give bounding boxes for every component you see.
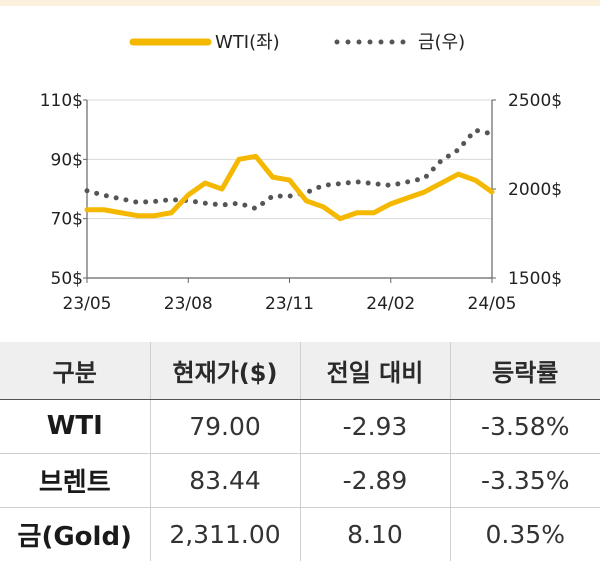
- row-rate: -3.58%: [449, 399, 600, 453]
- top-decoration-bar: [0, 0, 600, 6]
- legend-label-wti: WTI(좌): [215, 32, 280, 53]
- price-table: 구분 현재가($) 전일 대비 등락률 WTI 79.00 -2.93 -3.5…: [0, 342, 600, 561]
- series-line-gold: [84, 127, 495, 212]
- x-tick: 23/11: [265, 294, 314, 314]
- y-left-tick: 90$: [51, 150, 83, 170]
- row-name: WTI: [46, 411, 103, 441]
- x-tick: 24/05: [468, 294, 517, 314]
- y-right-tick: 1500$: [508, 269, 562, 289]
- row-price: 83.44: [149, 452, 300, 507]
- y-left-tick: 110$: [40, 91, 83, 111]
- row-name: 금(Gold): [0, 506, 150, 561]
- row-name: 브렌트: [0, 452, 150, 507]
- header-category: 구분: [0, 342, 150, 400]
- row-rate: -3.35%: [449, 452, 600, 507]
- x-tick: 23/05: [63, 294, 112, 314]
- x-axis: 23/05 23/08 23/11 24/02 24/05: [63, 294, 517, 314]
- y-right-axis: 2500$ 2000$ 1500$: [508, 91, 562, 289]
- row-change: 8.10: [299, 506, 450, 561]
- table-row: 금(Gold) 2,311.00 8.10 0.35%: [0, 506, 600, 561]
- row-price: 79.00: [149, 399, 300, 453]
- x-tick: 23/08: [164, 294, 213, 314]
- y-left-tick: 70$: [51, 210, 83, 230]
- y-left-axis: 110$ 90$ 70$ 50$: [40, 91, 83, 289]
- y-right-tick: 2500$: [508, 91, 562, 111]
- table-header-row: 구분 현재가($) 전일 대비 등락률: [0, 342, 600, 400]
- chart-axes: [83, 99, 496, 283]
- legend-label-gold: 금(우): [418, 32, 465, 53]
- row-change: -2.93: [299, 399, 450, 453]
- y-left-tick: 50$: [51, 269, 83, 289]
- series-layer: [84, 127, 495, 222]
- price-chart: WTI(좌) 금(우) 110$ 90$ 70$ 50$ 2500$ 2000$…: [0, 20, 600, 330]
- chart-legend: WTI(좌) 금(우): [129, 32, 465, 53]
- header-change: 전일 대비: [299, 342, 450, 400]
- header-rate: 등락률: [449, 342, 600, 400]
- header-current-price: 현재가($): [149, 342, 300, 400]
- row-price: 2,311.00: [149, 506, 300, 561]
- chart-svg: WTI(좌) 금(우) 110$ 90$ 70$ 50$ 2500$ 2000$…: [40, 32, 562, 314]
- table-row: 브렌트 83.44 -2.89 -3.35%: [0, 452, 600, 507]
- x-tick: 24/02: [366, 294, 415, 314]
- price-table-grid: 구분 현재가($) 전일 대비 등락률 WTI 79.00 -2.93 -3.5…: [0, 342, 600, 561]
- y-right-tick: 2000$: [508, 180, 562, 200]
- series-line-wti: [84, 153, 495, 222]
- table-row: WTI 79.00 -2.93 -3.58%: [0, 399, 600, 453]
- row-rate: 0.35%: [449, 506, 600, 561]
- row-change: -2.89: [299, 452, 450, 507]
